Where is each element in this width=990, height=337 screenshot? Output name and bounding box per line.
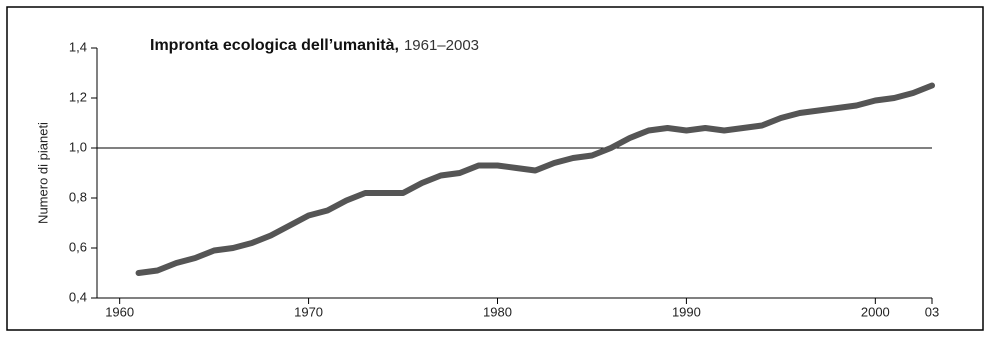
chart-subtitle: 1961–2003 bbox=[404, 37, 479, 54]
chart-title: Impronta ecologica dell’umanità, bbox=[150, 37, 399, 54]
line-series bbox=[135, 82, 935, 276]
x-tick-label: 2000 bbox=[861, 304, 890, 319]
y-tick-label: 1,0 bbox=[69, 139, 87, 154]
y-tick-label: 0,6 bbox=[69, 239, 87, 254]
y-tick-label: 1,4 bbox=[69, 39, 87, 54]
x-tick-label: 1970 bbox=[294, 304, 323, 319]
y-tick-label: 0,8 bbox=[69, 189, 87, 204]
y-axis-label: Numero di pianeti bbox=[35, 122, 50, 224]
x-tick-label: 1990 bbox=[672, 304, 701, 319]
x-tick-label: 03 bbox=[925, 304, 939, 319]
chart-title: Impronta ecologica dell’umanità, 1961–200… bbox=[150, 37, 479, 54]
frame bbox=[6, 6, 984, 331]
y-tick-label: 0,4 bbox=[69, 289, 87, 304]
x-tick-label: 1980 bbox=[483, 304, 512, 319]
y-tick-label: 1,2 bbox=[69, 89, 87, 104]
x-tick-label: 1960 bbox=[105, 304, 134, 319]
